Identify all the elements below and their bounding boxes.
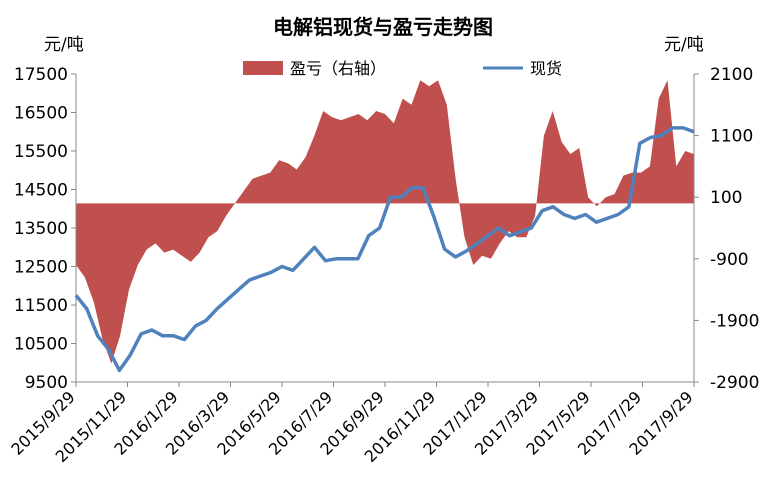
legend-swatch-profit: [243, 61, 283, 75]
left-tick-label: 11500: [14, 296, 68, 316]
left-tick-label: 15500: [14, 142, 68, 162]
profit-area-layer: [76, 80, 694, 364]
left-tick-label: 14500: [14, 181, 68, 201]
right-tick-label: 100: [710, 188, 742, 208]
profit-area: [76, 80, 694, 364]
left-tick-label: 13500: [14, 219, 68, 239]
legend: 盈亏（右轴） 现货: [243, 59, 562, 78]
left-tick-label: 12500: [14, 258, 68, 278]
left-tick-label: 17500: [14, 65, 68, 85]
right-tick-label: 1100: [710, 127, 753, 147]
left-tick-label: 9500: [25, 373, 68, 393]
right-axis-unit: 元/吨: [664, 35, 704, 55]
legend-label-spot: 现货: [530, 59, 562, 78]
left-tick-label: 10500: [14, 335, 68, 355]
chart-title: 电解铝现货与盈亏走势图: [273, 15, 493, 39]
right-tick-label: 2100: [710, 65, 753, 85]
left-axis-unit: 元/吨: [44, 35, 84, 55]
right-tick-label: -2900: [710, 373, 759, 393]
left-tick-label: 16500: [14, 104, 68, 124]
spot-price-line: [74, 126, 695, 373]
right-tick-label: -1900: [710, 311, 759, 331]
legend-label-profit: 盈亏（右轴）: [290, 59, 386, 78]
right-tick-label: -900: [710, 250, 749, 270]
spot-line-layer: [74, 126, 695, 373]
